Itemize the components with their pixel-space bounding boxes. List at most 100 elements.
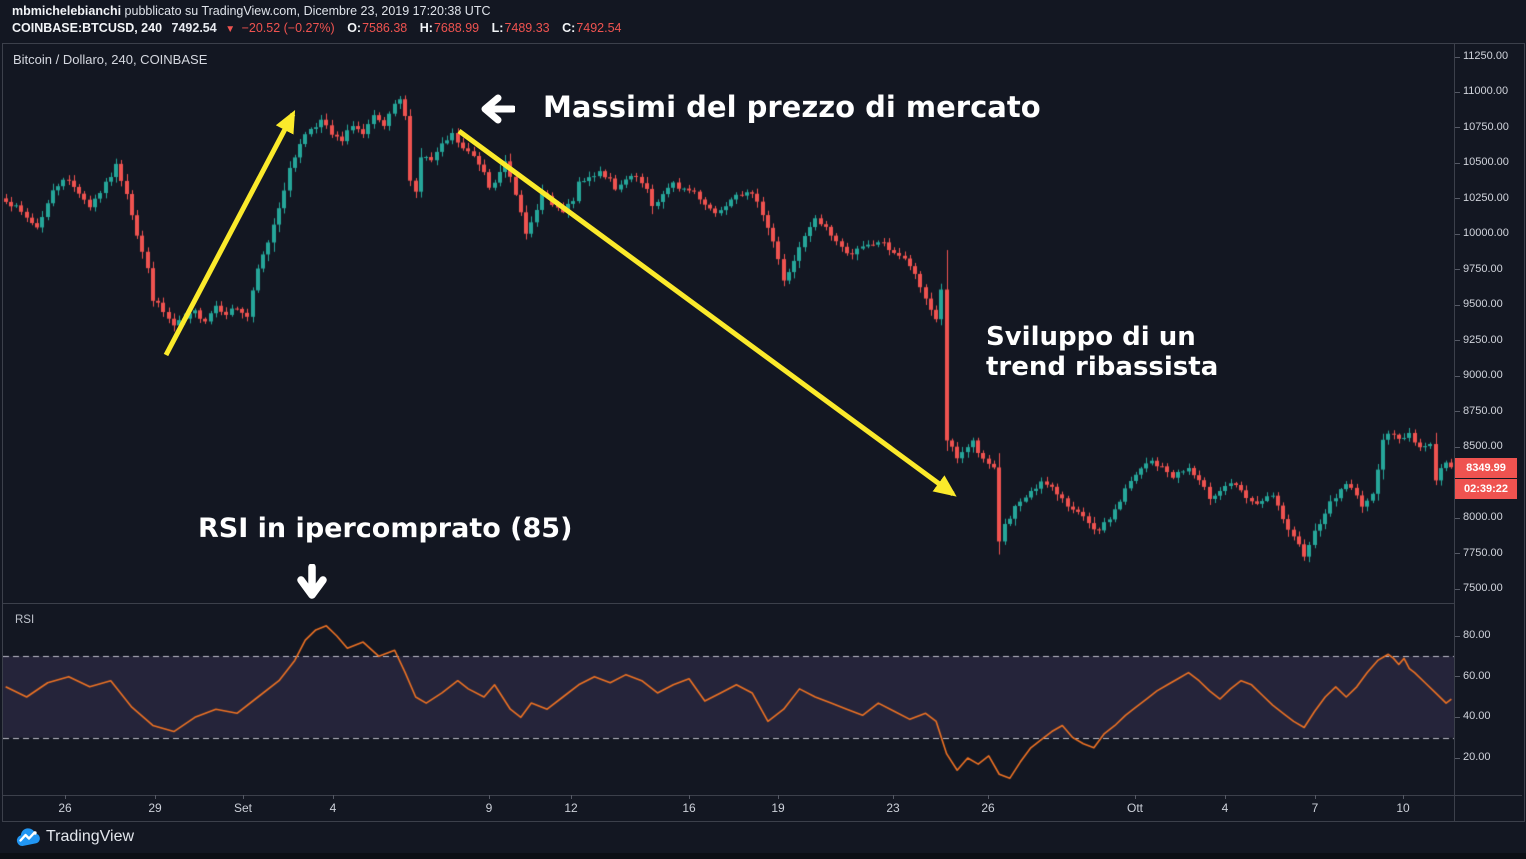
- low-value: 7489.33: [504, 21, 550, 35]
- price-axis-tick: [1455, 269, 1460, 271]
- high-value: 7688.99: [433, 21, 480, 35]
- time-axis-tick: [1403, 795, 1404, 799]
- left-arrow-icon[interactable]: [475, 92, 515, 126]
- annotation-market-highs[interactable]: Massimi del prezzo di mercato: [543, 90, 1041, 124]
- publish-info: pubblicato su TradingView.com, Dicembre …: [124, 4, 491, 18]
- time-axis-label: 29: [148, 801, 162, 815]
- rsi-axis-tick: [1455, 676, 1460, 678]
- price-axis-tick: [1455, 304, 1460, 306]
- time-axis-label: 23: [886, 801, 900, 815]
- price-axis-label: 10250.00: [1463, 191, 1509, 204]
- down-triangle-icon: ▼: [225, 24, 236, 35]
- price-axis-tick: [1455, 446, 1460, 448]
- price-axis-tick: [1455, 198, 1460, 200]
- close-label: C:: [562, 21, 576, 35]
- price-axis-label: 8000.00: [1463, 511, 1503, 524]
- time-axis-tick: [155, 795, 156, 799]
- rsi-pane-canvas[interactable]: [3, 604, 1454, 795]
- price-axis-label: 9250.00: [1463, 333, 1503, 346]
- tradingview-logo-icon[interactable]: [16, 827, 42, 849]
- price-axis-separator: [1454, 44, 1455, 821]
- time-axis-tick: [1225, 795, 1226, 799]
- price-axis-label: 11000.00: [1463, 85, 1509, 98]
- price-axis[interactable]: 8349.99 02:39:22 11250.00 11000.00 10750.0…: [1455, 44, 1524, 821]
- time-axis-tick: [689, 795, 690, 799]
- rsi-axis-tick: [1455, 635, 1460, 637]
- price-axis-label: 10000.00: [1463, 227, 1509, 240]
- annotation-rsi-overbought[interactable]: RSI in ipercomprato (85): [198, 513, 573, 544]
- close-value: 7492.54: [576, 21, 622, 35]
- time-axis-tick: [243, 795, 244, 799]
- symbol-title[interactable]: COINBASE:BTCUSD, 240: [12, 21, 163, 35]
- time-axis-label: 10: [1396, 801, 1410, 815]
- price-axis-tick: [1455, 553, 1460, 555]
- time-axis-tick: [65, 795, 66, 799]
- annotation-bearish-trend-line2: trend ribassista: [986, 352, 1219, 382]
- rsi-pane-title[interactable]: RSI: [15, 614, 35, 626]
- time-axis-label: 26: [981, 801, 995, 815]
- open-label: O:: [347, 21, 362, 35]
- time-axis-tick: [988, 795, 989, 799]
- time-axis[interactable]: 26 29 Set 4 9 12 16 19 23 26 Ott 4 7 10: [3, 795, 1454, 821]
- price-axis-tick: [1455, 375, 1460, 377]
- price-axis-label: 10500.00: [1463, 156, 1509, 169]
- rsi-axis-label: 60.00: [1463, 669, 1491, 682]
- price-axis-label: 8750.00: [1463, 404, 1503, 417]
- down-arrow-icon[interactable]: [295, 564, 329, 602]
- price-axis-label: 7750.00: [1463, 546, 1503, 559]
- time-axis-label: 26: [58, 801, 72, 815]
- chart-frame: Bitcoin / Dollaro, 240, COINBASE RSI Mas…: [2, 43, 1525, 822]
- time-axis-label: Set: [233, 801, 253, 815]
- author-name: mbmichelebianchi: [12, 4, 122, 18]
- time-axis-label: Ott: [1126, 801, 1144, 815]
- chart-legend[interactable]: Bitcoin / Dollaro, 240, COINBASE: [13, 52, 208, 67]
- bar-countdown-tag: 02:39:22: [1455, 479, 1517, 500]
- price-axis-tick: [1455, 517, 1460, 519]
- price-axis-label: 7500.00: [1463, 582, 1503, 594]
- time-axis-label: 9: [485, 801, 493, 815]
- time-axis-label: 7: [1311, 801, 1319, 815]
- time-axis-label: 4: [329, 801, 337, 815]
- rsi-axis-label: 80.00: [1463, 629, 1491, 641]
- time-axis-label: 19: [771, 801, 785, 815]
- rsi-axis-tick: [1455, 757, 1460, 759]
- tradingview-brand[interactable]: TradingView: [46, 828, 135, 845]
- price-axis-label: 8500.00: [1463, 440, 1503, 453]
- time-axis-tick: [571, 795, 572, 799]
- pane-divider[interactable]: [3, 603, 1454, 604]
- low-label: L:: [491, 21, 504, 35]
- last-price-tag: 8349.99: [1455, 458, 1517, 479]
- price-axis-label: 9500.00: [1463, 298, 1503, 311]
- annotation-bearish-trend[interactable]: Sviluppo di un trend ribassista: [986, 322, 1218, 382]
- price-axis-tick: [1455, 233, 1460, 235]
- last-price: 7492.54: [171, 21, 217, 35]
- publish-header: mbmichelebianchi pubblicato su TradingVi…: [12, 4, 491, 18]
- price-axis-tick: [1455, 340, 1460, 342]
- price-axis-tick: [1455, 91, 1460, 93]
- price-axis-tick: [1455, 588, 1460, 590]
- time-axis-tick: [1315, 795, 1316, 799]
- time-axis-tick: [333, 795, 334, 799]
- price-axis-label: 9000.00: [1463, 369, 1503, 382]
- footer-bar: TradingView: [0, 823, 1526, 853]
- time-axis-tick: [489, 795, 490, 799]
- price-axis-label: 9750.00: [1463, 262, 1503, 275]
- price-axis-tick: [1455, 162, 1460, 164]
- price-axis-tick: [1455, 411, 1460, 413]
- time-axis-border: [3, 795, 1522, 796]
- rsi-axis-label: 40.00: [1463, 710, 1491, 723]
- price-axis-tick: [1455, 56, 1460, 58]
- time-axis-label: 12: [564, 801, 578, 815]
- open-value: 7586.38: [362, 21, 408, 35]
- rsi-axis-label: 20.00: [1463, 751, 1491, 763]
- time-axis-tick: [893, 795, 894, 799]
- high-label: H:: [419, 21, 433, 35]
- time-axis-tick: [778, 795, 779, 799]
- time-axis-label: 4: [1221, 801, 1229, 815]
- symbol-header: COINBASE:BTCUSD, 240 7492.54 ▼ −20.52 (−…: [12, 21, 622, 35]
- annotation-bearish-trend-line1: Sviluppo di un: [986, 322, 1196, 352]
- rsi-axis-tick: [1455, 716, 1460, 718]
- time-axis-label: 16: [682, 801, 696, 815]
- bottom-strip: [0, 853, 1526, 859]
- price-axis-tick: [1455, 127, 1460, 129]
